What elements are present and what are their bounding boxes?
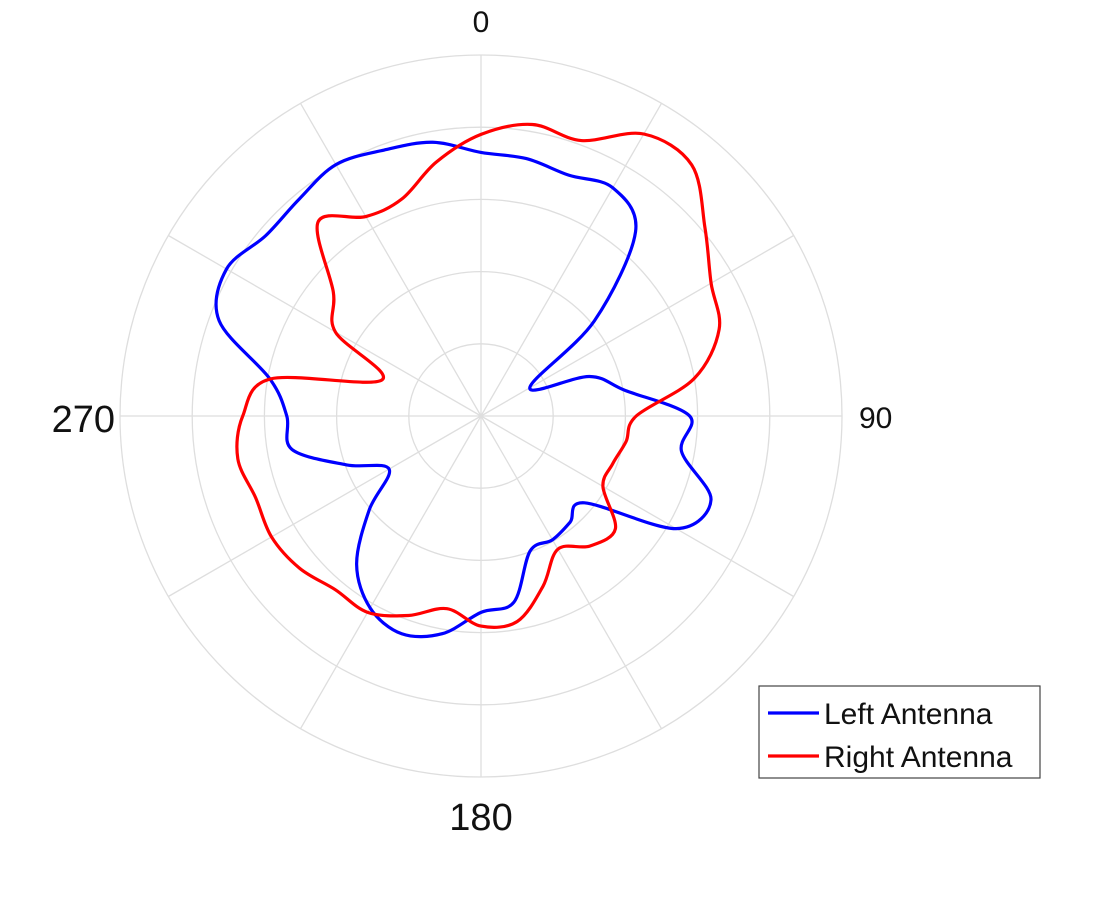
- grid-spoke-150: [480, 415, 663, 729]
- series-line-right-antenna: [235, 122, 722, 629]
- grid-spoke-120: [480, 415, 794, 598]
- series-line-left-antenna: [214, 140, 713, 639]
- angle-tick-label-180: 180: [449, 797, 512, 839]
- legend-label-right-antenna: Right Antenna: [824, 741, 1013, 774]
- grid-spoke-210: [299, 415, 482, 729]
- angle-tick-label-90: 90: [859, 402, 892, 435]
- grid-spoke-30: [480, 103, 663, 417]
- angle-tick-labels: 0 90 180 270: [52, 6, 893, 839]
- legend-box: [758, 685, 1041, 779]
- series-layer: [214, 122, 722, 639]
- angle-tick-label-270: 270: [52, 399, 115, 441]
- angle-tick-label-0: 0: [473, 6, 490, 39]
- grid-spoke-330: [299, 103, 482, 417]
- legend: Left Antenna Right Antenna: [758, 685, 1041, 779]
- grid-spoke-60: [480, 234, 794, 417]
- grid-spoke-240: [168, 415, 482, 598]
- polar-grid: [119, 54, 843, 778]
- grid-spoke-300: [168, 234, 482, 417]
- legend-label-left-antenna: Left Antenna: [824, 698, 993, 731]
